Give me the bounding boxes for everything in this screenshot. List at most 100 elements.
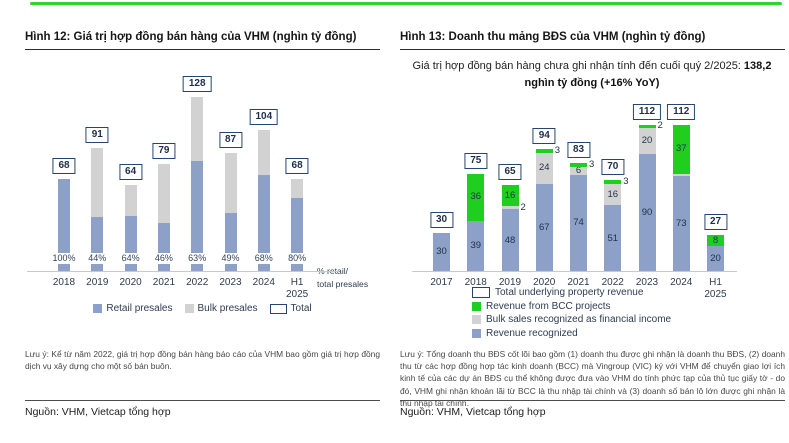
- total-value-box: 128: [182, 76, 212, 93]
- legend-item-retail-presales: Retail presales: [93, 303, 173, 314]
- segment-value-label: 2: [657, 120, 663, 132]
- retail-pct-label: 68%: [253, 253, 274, 264]
- legend-label-bulk-presales: Bulk presales: [197, 303, 258, 314]
- total-value-box: 112: [667, 104, 696, 120]
- bar-segment-gray: [672, 173, 690, 177]
- x-axis-label: 2021: [152, 277, 176, 288]
- total-value-box: 64: [119, 163, 143, 180]
- revenue-recognized-swatch-icon: [472, 328, 481, 338]
- x-axis-line: [412, 271, 737, 272]
- figure-13-subtitle: Giá trị hợp đồng bán hàng chưa ghi nhận …: [412, 58, 772, 92]
- legend-label-revenue-recognized: Revenue recognized: [486, 327, 578, 339]
- segment-value-label: 51: [607, 232, 619, 244]
- legend-label-bulk-financial: Bulk sales recognized as financial incom…: [486, 314, 672, 325]
- bar-segment-blue: [707, 245, 724, 272]
- segment-value-label: 37: [675, 143, 687, 155]
- bar-segment-gray: [124, 184, 137, 216]
- segment-value-label: 74: [573, 217, 584, 229]
- x-axis-label: 2021: [567, 277, 590, 288]
- revenue-legend: Total underlying property revenue Revenu…: [472, 287, 671, 341]
- bar-segment-green: [638, 125, 656, 128]
- x-axis-label: 2022: [186, 277, 209, 288]
- bar-segment-blue: [467, 220, 485, 272]
- total-value-box: 94: [532, 127, 556, 144]
- legend-item-total: Total: [269, 303, 312, 314]
- bar-segment-blue: [58, 179, 70, 272]
- bar-segment-gray: [91, 147, 104, 218]
- segment-value-label: 3: [589, 159, 595, 171]
- total-value-box: 79: [152, 143, 176, 160]
- bar-segment-blue: [535, 184, 553, 272]
- total-value-box: 68: [285, 158, 309, 175]
- bar-segment-blue: [157, 222, 170, 272]
- bar-segment-gray: [257, 129, 270, 175]
- x-axis-label: 2019: [498, 277, 522, 288]
- bar-segment-green: [707, 235, 724, 246]
- total-value-box: 112: [632, 104, 662, 120]
- total-value-box: 87: [218, 132, 243, 149]
- subtitle-text: Giá trị hợp đồng bán hàng chưa ghi nhận …: [412, 60, 744, 72]
- legend-item-bulk-financial: Bulk sales recognized as financial incom…: [472, 314, 671, 325]
- figure-12-presales: Hình 12: Giá trị hợp đồng bán hàng của V…: [25, 0, 380, 443]
- retail-pct-label: 100%: [51, 253, 77, 264]
- segment-value-label: 2: [520, 201, 526, 213]
- segment-value-label: 36: [470, 191, 482, 203]
- bar-segment-gray: [157, 164, 170, 223]
- bar-segment-gray: [291, 179, 304, 199]
- segment-value-label: 20: [710, 252, 721, 264]
- bar-segment-green: [535, 148, 553, 153]
- x-axis-label: H1 2025: [704, 277, 727, 300]
- legend-item-bulk-presales: Bulk presales: [184, 303, 258, 314]
- retail-share-axis-note-line2: total presales: [317, 278, 369, 289]
- subtitle-highlight: 138,2 nghìn tỷ đồng (+16% YoY): [524, 60, 772, 90]
- x-axis-label: 2017: [430, 277, 453, 288]
- figure-12-title: Hình 12: Giá trị hợp đồng bán hàng của V…: [25, 31, 380, 50]
- bar-segment-blue: [257, 174, 270, 272]
- total-value-box: 68: [52, 158, 76, 175]
- figure-13-source: Nguồn: VHM, Vietcap tổng hợp: [400, 400, 785, 418]
- bar-segment-blue: [191, 161, 204, 272]
- figure-13-title: Hình 13: Doanh thu mảng BĐS của VHM (ngh…: [400, 31, 785, 50]
- retail-pct-label: 46%: [153, 253, 174, 264]
- total-underlying-swatch-icon: [472, 287, 490, 298]
- bar-segment-gray: [191, 97, 204, 162]
- total-value-box: 104: [249, 108, 279, 125]
- x-axis-label: 2020: [533, 277, 556, 288]
- bar-segment-blue: [501, 209, 519, 272]
- bar-segment-green: [501, 185, 519, 207]
- x-axis-label: 2020: [119, 277, 142, 288]
- x-axis-label: 2019: [86, 277, 109, 288]
- presales-legend: Retail presales Bulk presales Total: [25, 303, 380, 314]
- segment-value-label: 3: [623, 176, 629, 188]
- accent-strip: [30, 2, 782, 5]
- bar-segment-green: [570, 163, 587, 167]
- segment-value-label: 30: [436, 246, 447, 258]
- bulk-financial-swatch-icon: [472, 315, 481, 324]
- bar-segment-gray: [638, 127, 656, 154]
- retail-presales-swatch-icon: [93, 304, 103, 313]
- legend-item-bcc-revenue: Revenue from BCC projects: [472, 301, 671, 312]
- total-value-box: 83: [566, 142, 591, 159]
- segment-value-label: 90: [641, 206, 653, 218]
- legend-label-total: Total: [290, 303, 312, 314]
- total-value-box: 27: [703, 214, 728, 231]
- revenue-stacked-bar-chart: 30 30 2017 39 36 75 2018 48 2 16 65 2019 67 24 3 94 2020…: [400, 100, 785, 300]
- x-axis-label: 2018: [52, 277, 76, 288]
- segment-value-label: 48: [504, 234, 516, 246]
- x-axis-label: 2018: [464, 277, 487, 288]
- figure-12-source: Nguồn: VHM, Vietcap tổng hợp: [25, 400, 380, 418]
- total-value-box: 75: [464, 152, 488, 169]
- legend-label-bcc-revenue: Revenue from BCC projects: [486, 300, 611, 312]
- x-axis-label: 2023: [219, 277, 242, 288]
- retail-pct-label: 63%: [187, 253, 208, 264]
- x-axis-label: 2022: [601, 277, 624, 288]
- retail-pct-label: 44%: [87, 253, 108, 264]
- segment-value-label: 16: [504, 189, 516, 201]
- bar-segment-blue: [433, 232, 450, 272]
- figure-12-footnote: Lưu ý: Kể từ năm 2022, giá trị hợp đồng …: [25, 349, 380, 372]
- bar-segment-gray: [535, 152, 553, 185]
- x-axis-label: 2023: [635, 277, 659, 288]
- total-value-box: 70: [601, 159, 625, 176]
- bar-segment-blue: [570, 174, 587, 272]
